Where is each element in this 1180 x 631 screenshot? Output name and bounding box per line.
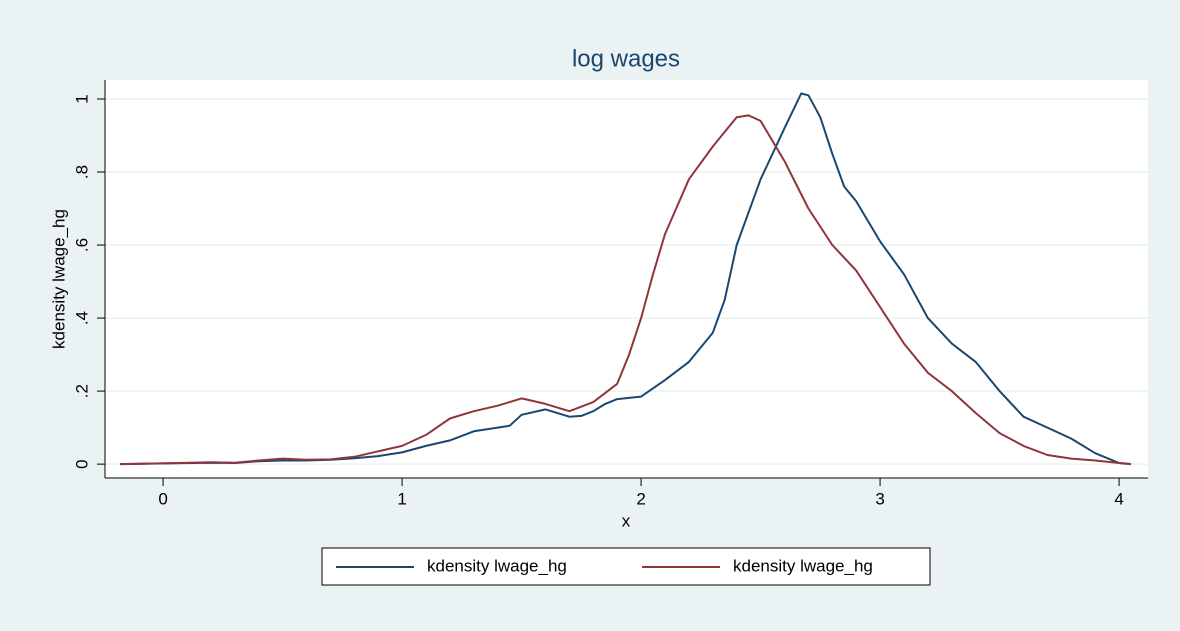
x-tick-label: 4 xyxy=(1114,489,1123,508)
plot-area xyxy=(105,80,1148,478)
legend-label: kdensity lwage_hg xyxy=(427,556,567,575)
line-series xyxy=(120,92,1132,466)
line-series xyxy=(120,114,1132,466)
x-tick-label: 1 xyxy=(397,489,406,508)
legend-label: kdensity lwage_hg xyxy=(733,556,873,575)
chart-title: log wages xyxy=(572,45,680,72)
y-axis-label: kdensity lwage_hg xyxy=(49,209,68,349)
y-tick-label: .6 xyxy=(72,238,91,252)
x-tick-label: 2 xyxy=(636,489,645,508)
y-tick-label: 0 xyxy=(72,459,91,468)
y-tick-label: .4 xyxy=(72,311,91,325)
x-tick-label: 0 xyxy=(158,489,167,508)
y-tick-label: 1 xyxy=(72,94,91,103)
y-tick-label: .8 xyxy=(72,165,91,179)
legend xyxy=(321,547,931,586)
x-tick-label: 3 xyxy=(875,489,884,508)
y-tick-label: .2 xyxy=(72,384,91,398)
x-axis-label: x xyxy=(622,511,631,530)
